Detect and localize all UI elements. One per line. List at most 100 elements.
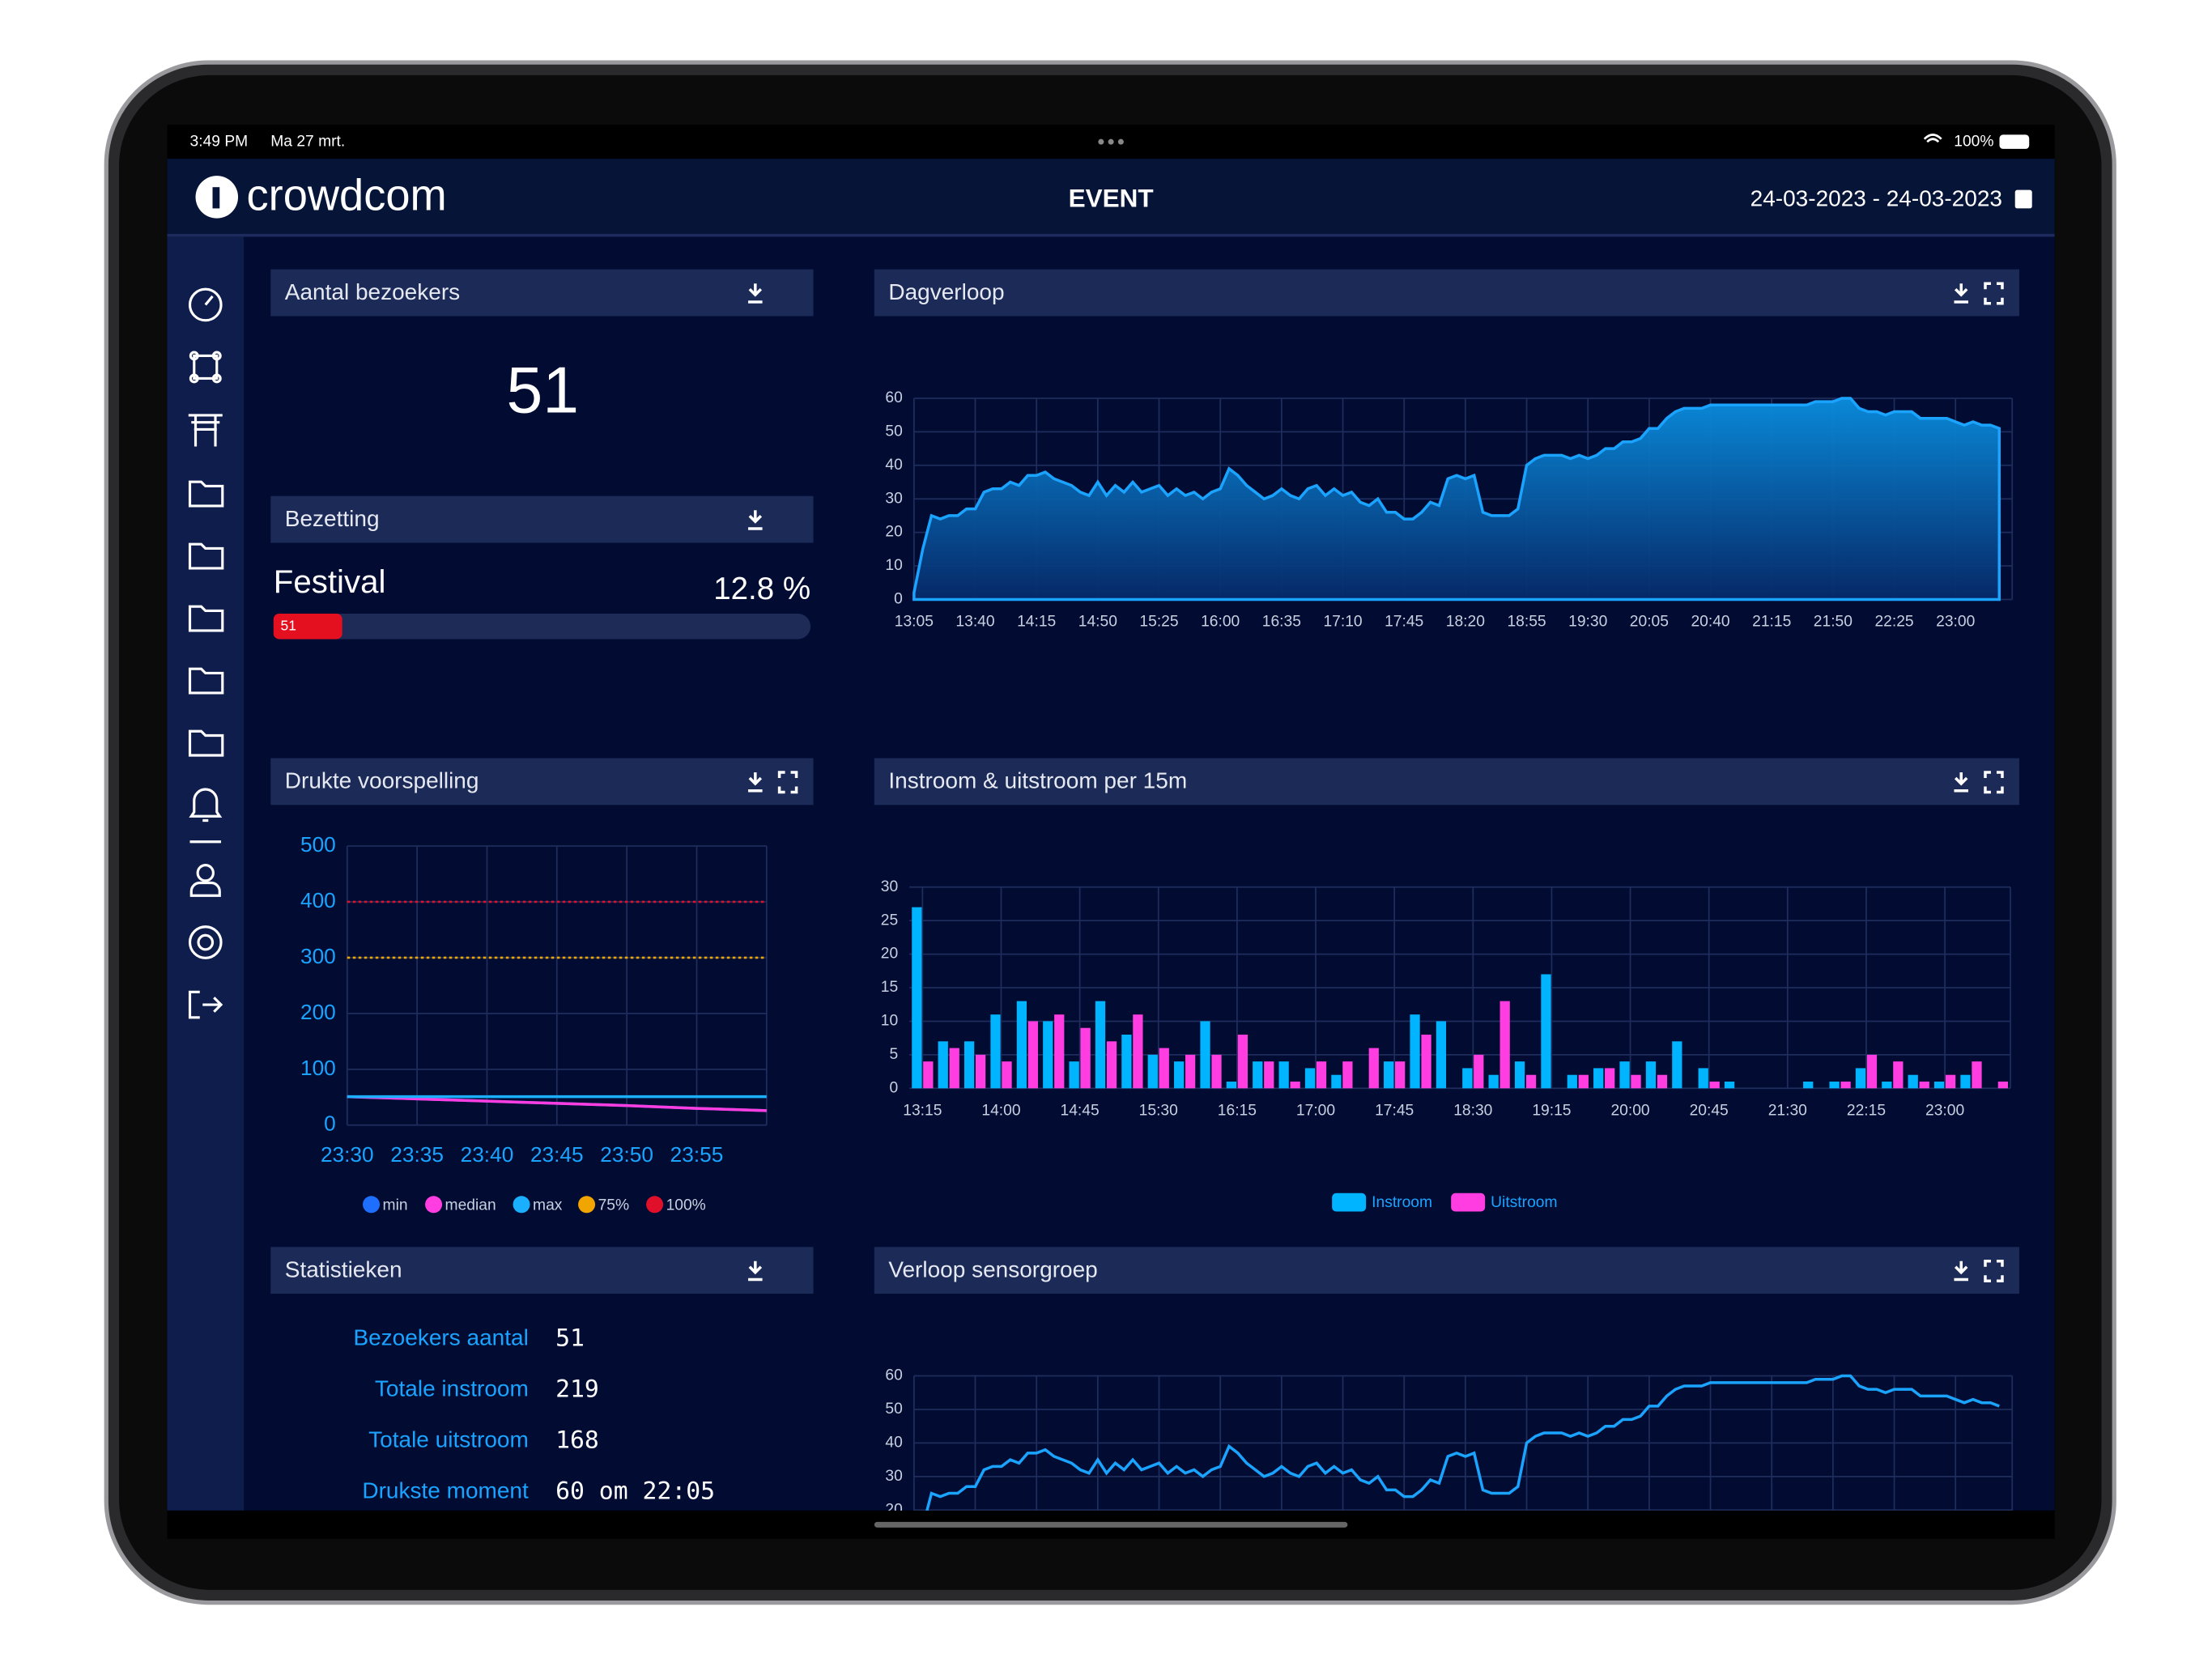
bar: [1619, 1061, 1630, 1089]
download-button[interactable]: [748, 510, 763, 530]
x-tick-label: 15:25: [1139, 614, 1178, 631]
bar: [1866, 1054, 1878, 1089]
nav-support[interactable]: [188, 925, 223, 959]
x-tick-label: 18:55: [1507, 614, 1546, 631]
download-button[interactable]: [1954, 772, 1968, 793]
y-tick-label: 100: [300, 1056, 336, 1080]
bar: [1054, 1014, 1065, 1089]
bar: [1331, 1074, 1342, 1089]
fullscreen-button[interactable]: [777, 771, 798, 794]
bar: [1395, 1061, 1406, 1089]
stat-label: Totale uitstroom: [368, 1426, 529, 1452]
logo-text[interactable]: crowdcom: [247, 172, 447, 220]
bar: [1410, 1014, 1420, 1089]
bar: [1043, 1021, 1053, 1089]
x-tick-label: 18:30: [1453, 1102, 1492, 1119]
x-tick-label: 17:45: [1375, 1102, 1414, 1119]
y-tick-label: 500: [300, 832, 336, 857]
nav-folder[interactable]: [188, 667, 224, 695]
y-tick-label: 0: [889, 1079, 898, 1096]
y-tick-label: 400: [300, 888, 336, 912]
bar: [1882, 1081, 1892, 1089]
occupancy-count: 51: [281, 617, 296, 633]
nav-folder[interactable]: [188, 605, 224, 632]
panel-header: [270, 269, 814, 317]
nav-alerts[interactable]: [189, 788, 223, 823]
nav-dashboard[interactable]: [188, 287, 223, 322]
x-tick-label: 17:10: [1323, 614, 1362, 631]
bar: [1567, 1074, 1577, 1089]
download-button[interactable]: [748, 772, 763, 793]
bar: [1698, 1068, 1708, 1089]
x-tick-label: 20:45: [1690, 1102, 1729, 1119]
bar: [949, 1048, 959, 1089]
calendar-icon[interactable]: [2014, 189, 2032, 209]
status-time: 3:49 PM: [190, 133, 249, 150]
x-tick-label: 18:20: [1446, 614, 1485, 631]
legend-swatch: [646, 1196, 664, 1214]
nav-folder[interactable]: [188, 729, 224, 757]
occupancy-name: Festival: [274, 563, 386, 600]
bar: [963, 1041, 975, 1089]
x-tick-label: 20:05: [1630, 614, 1669, 631]
x-tick-label: 22:15: [1847, 1102, 1886, 1119]
nav-gates[interactable]: [188, 414, 223, 447]
nav-zones[interactable]: [189, 351, 222, 384]
legend-label: Uitstroom: [1491, 1194, 1557, 1211]
x-tick-label: 19:30: [1568, 614, 1607, 631]
bar: [1840, 1081, 1851, 1089]
bar: [1106, 1041, 1117, 1089]
bar: [938, 1041, 948, 1089]
bar: [1631, 1074, 1641, 1089]
x-tick-label: 19:15: [1532, 1102, 1571, 1119]
fullscreen-button[interactable]: [1984, 1260, 2004, 1283]
x-tick-label: 14:15: [1017, 614, 1056, 631]
battery-icon: [1999, 134, 2030, 149]
bar: [1645, 1061, 1657, 1089]
x-tick-label: 13:15: [903, 1102, 942, 1119]
stat-label: Bezoekers aantal: [353, 1324, 528, 1350]
x-tick-label: 23:40: [461, 1142, 514, 1167]
logo-icon-mark: [212, 187, 220, 209]
x-tick-label: 23:35: [390, 1142, 444, 1167]
fullscreen-button[interactable]: [1984, 282, 2004, 305]
nav-profile[interactable]: [189, 864, 221, 897]
nav-folder[interactable]: [188, 542, 224, 570]
y-tick-label: 30: [885, 490, 902, 507]
nav-folder[interactable]: [188, 480, 224, 508]
x-tick-label: 13:40: [955, 614, 994, 631]
occupancy-percent: 12.8 %: [713, 572, 810, 606]
bar: [1945, 1074, 1956, 1089]
panel-header: [270, 495, 814, 543]
fullscreen-button[interactable]: [1984, 771, 2004, 794]
download-button[interactable]: [1954, 283, 1968, 304]
panel-title: Bezetting: [285, 506, 380, 531]
bar: [1253, 1061, 1263, 1089]
bar: [1474, 1054, 1484, 1089]
legend-label: min: [383, 1197, 408, 1214]
date-range[interactable]: 24-03-2023 - 24-03-2023: [1750, 185, 2002, 210]
x-tick-label: 14:00: [981, 1102, 1020, 1119]
nav-logout[interactable]: [188, 990, 223, 1019]
download-button[interactable]: [748, 283, 763, 304]
bar: [1304, 1068, 1316, 1089]
legend-swatch: [1451, 1192, 1486, 1212]
x-tick-label: 16:35: [1262, 614, 1301, 631]
y-tick-label: 60: [885, 389, 902, 406]
bar: [1436, 1021, 1447, 1089]
bar: [1855, 1068, 1866, 1089]
legend-label: median: [445, 1197, 496, 1214]
y-tick-label: 50: [885, 423, 902, 440]
occupancy-bar: [273, 613, 342, 640]
bar: [1200, 1021, 1210, 1089]
bar: [1384, 1061, 1394, 1089]
x-tick-label: 22:25: [1874, 614, 1913, 631]
y-tick-label: 10: [885, 557, 902, 574]
y-tick-label: 30: [881, 878, 898, 895]
occupancy-track: [273, 613, 811, 640]
legend-label: Instroom: [1372, 1194, 1432, 1211]
download-button[interactable]: [748, 1261, 763, 1282]
bar: [1933, 1081, 1945, 1089]
y-tick-label: 0: [894, 591, 903, 608]
download-button[interactable]: [1954, 1261, 1968, 1282]
